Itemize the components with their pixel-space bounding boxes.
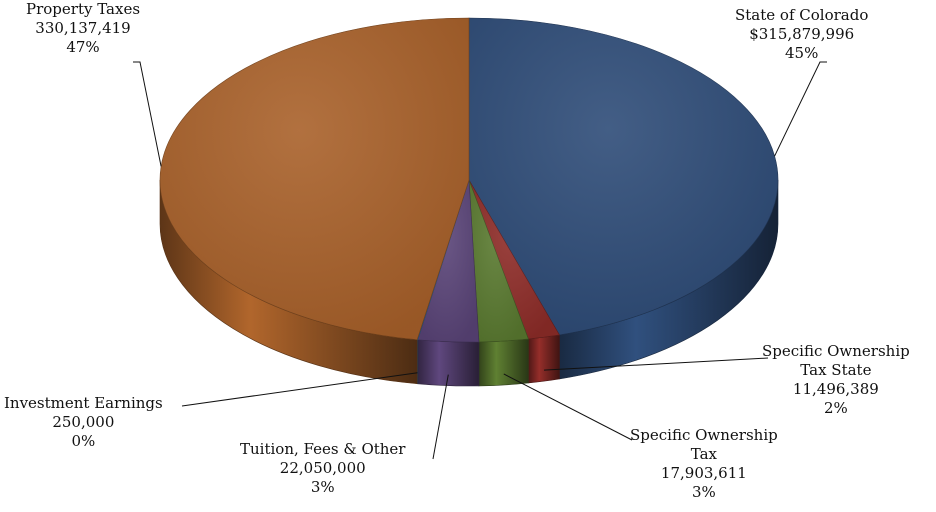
slice-value: 250,000 [52, 413, 115, 431]
slice-shine-2 [469, 180, 529, 342]
slice-label-specific-ownership-tax-state: Specific Ownership Tax State 11,496,389 … [762, 342, 910, 418]
slice-percent: 47% [66, 38, 100, 56]
slice-label-investment-earnings: Investment Earnings 250,000 0% [4, 394, 163, 451]
slice-percent: 3% [691, 483, 716, 501]
slice-label-line-2: Tax State [800, 361, 872, 379]
slice-value: 330,137,419 [35, 19, 131, 37]
slice-label-text: Tuition, Fees & Other [240, 440, 406, 458]
slice-side-1 [528, 334, 560, 384]
slice-label-text: Investment Earnings [4, 394, 163, 412]
slice-label-state-of-colorado: State of Colorado $315,879,996 45% [735, 6, 868, 63]
slice-percent: 2% [823, 399, 848, 417]
leader-line-3 [432, 374, 449, 460]
slice-value: 22,050,000 [279, 459, 366, 477]
slice-label-line-1: Specific Ownership [630, 426, 778, 444]
leader-line-5 [133, 61, 162, 167]
slice-value: 17,903,611 [660, 464, 747, 482]
slice-label-line-2: Tax [690, 445, 717, 463]
leader-line-0 [774, 61, 827, 157]
leader-line-1 [543, 357, 769, 371]
slice-percent: 45% [785, 44, 819, 62]
leader-line-2 [503, 373, 633, 441]
slice-label-tuition-fees-other: Tuition, Fees & Other 22,050,000 3% [240, 440, 405, 497]
slice-shine-5 [159, 18, 469, 340]
slice-value: $315,879,996 [749, 25, 855, 43]
slice-value: 11,496,389 [792, 380, 879, 398]
leader-line-4 [181, 372, 418, 407]
slice-label-line-1: Specific Ownership [762, 342, 910, 360]
slice-side-2 [478, 338, 529, 387]
slice-label-text: Property Taxes [26, 0, 141, 18]
slice-label-specific-ownership-tax: Specific Ownership Tax 17,903,611 3% [630, 426, 778, 502]
slice-label-property-taxes: Property Taxes 330,137,419 47% [26, 0, 140, 57]
slice-percent: 0% [71, 432, 96, 450]
slice-shine-1 [469, 180, 560, 339]
slice-percent: 3% [310, 478, 335, 496]
slice-side-3 [417, 339, 480, 387]
slice-label-text: State of Colorado [735, 6, 869, 24]
slice-shine-0 [469, 18, 779, 335]
slice-shine-3 [417, 180, 479, 342]
